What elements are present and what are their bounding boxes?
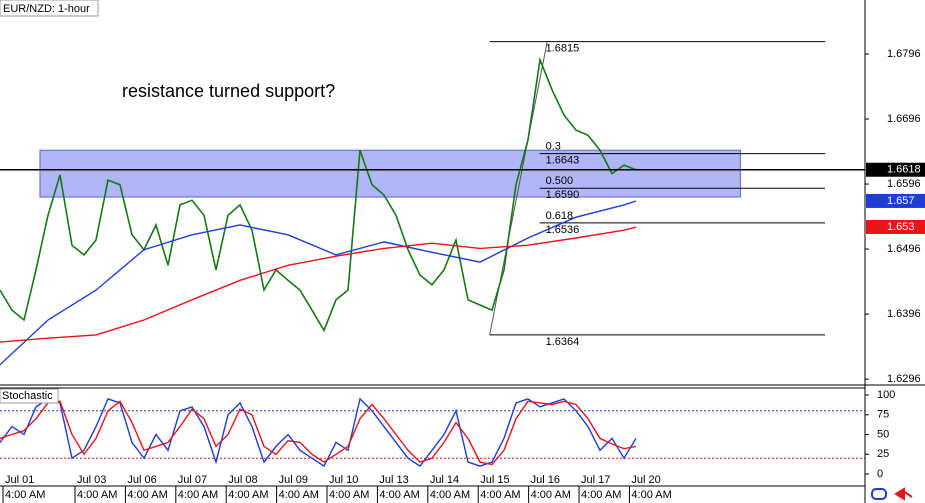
panel-title-box xyxy=(0,388,59,404)
x-tick-time: 4:00 AM xyxy=(329,489,369,501)
annotation: resistance turned support? xyxy=(122,81,335,101)
fib-price: 1.6643 xyxy=(546,155,580,167)
x-tick-label: Jul 13 xyxy=(379,474,408,486)
y-tick-label: 75 xyxy=(877,409,889,421)
x-tick-label: Jul 07 xyxy=(178,474,207,486)
x-tick-label: Jul 16 xyxy=(531,474,560,486)
y-tick-label: 1.6696 xyxy=(887,113,921,125)
series-line xyxy=(0,400,637,466)
fib-ratio: 0.3 xyxy=(546,141,561,153)
series-line xyxy=(0,56,637,333)
x-tick-time: 4:00 AM xyxy=(228,489,268,501)
y-tick-label: 1.6496 xyxy=(887,243,921,255)
x-tick-time: 4:00 AM xyxy=(178,489,218,501)
y-tick-label: 25 xyxy=(877,448,889,460)
fib-ratio: 0.500 xyxy=(546,175,574,187)
x-tick-label: Jul 08 xyxy=(228,474,257,486)
link-icon[interactable] xyxy=(871,488,887,500)
chart-title: EUR/NZD: 1-hour xyxy=(3,3,90,15)
x-tick-time: 4:00 AM xyxy=(5,489,45,501)
series-line xyxy=(0,397,637,468)
x-tick-label: Jul 14 xyxy=(430,474,459,486)
y-tick-label: 100 xyxy=(877,389,895,401)
y-tick-label: 1.6396 xyxy=(887,308,921,320)
price-label-box xyxy=(866,193,925,208)
arrow-icon[interactable] xyxy=(894,487,913,501)
fib-ratio: 0.618 xyxy=(546,210,574,222)
x-tick-time: 4:00 AM xyxy=(77,489,117,501)
x-tick-time: 4:00 AM xyxy=(581,489,621,501)
support-zone xyxy=(39,149,741,198)
toolbar-icons[interactable] xyxy=(871,487,913,501)
y-tick-label: 0 xyxy=(877,468,883,480)
x-tick-label: Jul 09 xyxy=(279,474,308,486)
x-tick-time: 4:00 AM xyxy=(631,489,671,501)
plot-layer: 1.6815 1.6364 0.3 1.6643 0.500 1.6590 0.618 1.6… xyxy=(0,41,925,503)
y-tick-label: 1.6796 xyxy=(887,48,921,60)
price-label-box xyxy=(866,162,925,177)
x-tick-time: 4:00 AM xyxy=(379,489,419,501)
price-label: 1.653 xyxy=(887,221,915,233)
panel-title: Stochastic xyxy=(2,390,53,402)
fib-price: 1.6815 xyxy=(546,43,580,55)
series-line xyxy=(0,200,637,366)
x-tick-time: 4:00 AM xyxy=(480,489,520,501)
x-tick-label: Jul 20 xyxy=(631,474,660,486)
x-tick-label: Jul 15 xyxy=(480,474,509,486)
x-tick-label: Jul 17 xyxy=(581,474,610,486)
y-tick-label: 50 xyxy=(877,428,889,440)
fib-price: 1.6536 xyxy=(546,224,580,236)
x-tick-label: Jul 01 xyxy=(5,474,34,486)
x-tick-label: Jul 10 xyxy=(329,474,358,486)
x-tick-time: 4:00 AM xyxy=(430,489,470,501)
price-label: 1.657 xyxy=(887,195,915,207)
y-tick-label: 1.6596 xyxy=(887,178,921,190)
fib-price: 1.6590 xyxy=(546,189,580,201)
x-tick-time: 4:00 AM xyxy=(531,489,571,501)
x-tick-label: Jul 06 xyxy=(127,474,156,486)
x-tick-time: 4:00 AM xyxy=(279,489,319,501)
x-tick-time: 4:00 AM xyxy=(127,489,167,501)
series-line xyxy=(0,226,637,343)
x-tick-label: Jul 03 xyxy=(77,474,106,486)
title-box xyxy=(0,0,99,17)
price-label-box xyxy=(866,219,925,234)
y-tick-label: 1.6296 xyxy=(887,373,921,385)
price-label: 1.6618 xyxy=(887,164,921,176)
fib-price: 1.6364 xyxy=(546,336,580,348)
